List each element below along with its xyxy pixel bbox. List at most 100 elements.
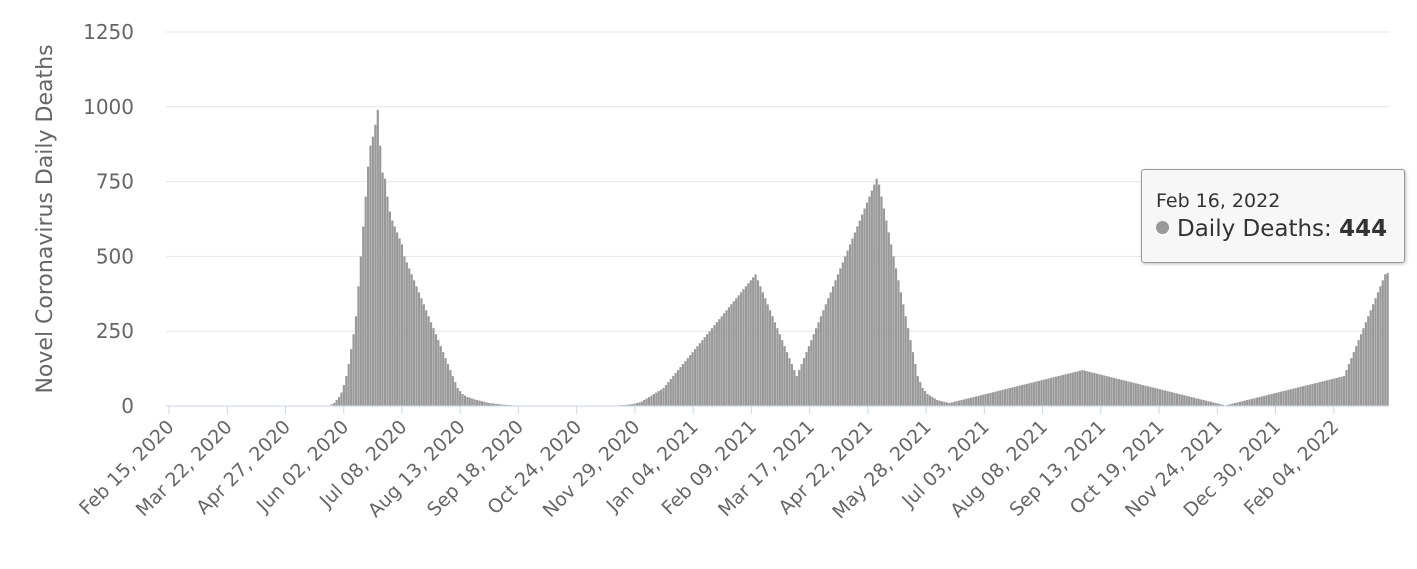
bar[interactable] xyxy=(785,352,789,406)
bar[interactable] xyxy=(626,404,629,406)
bar[interactable] xyxy=(778,334,781,406)
bar[interactable] xyxy=(1287,389,1290,406)
bar[interactable] xyxy=(1137,383,1140,406)
bar[interactable] xyxy=(410,274,413,406)
bar[interactable] xyxy=(1054,376,1057,406)
bar[interactable] xyxy=(1008,388,1011,406)
bar[interactable] xyxy=(1120,379,1123,406)
bar[interactable] xyxy=(752,277,755,406)
bar[interactable] xyxy=(914,364,917,406)
bar[interactable] xyxy=(1234,403,1237,406)
bar[interactable] xyxy=(894,268,898,406)
bar[interactable] xyxy=(856,226,859,406)
bar[interactable] xyxy=(1241,401,1244,406)
bar[interactable] xyxy=(868,196,871,406)
bar[interactable] xyxy=(1146,386,1149,406)
bar[interactable] xyxy=(1006,388,1009,406)
bar[interactable] xyxy=(1161,389,1164,406)
bar[interactable] xyxy=(999,390,1002,406)
bar[interactable] xyxy=(1280,391,1283,406)
bar[interactable] xyxy=(1367,316,1370,406)
bar[interactable] xyxy=(776,328,779,406)
bar[interactable] xyxy=(415,286,418,406)
bar[interactable] xyxy=(744,286,747,406)
bar[interactable] xyxy=(1042,379,1045,406)
bar[interactable] xyxy=(425,310,428,406)
bar[interactable] xyxy=(1192,397,1196,406)
bar[interactable] xyxy=(1074,371,1077,406)
bar[interactable] xyxy=(865,202,869,406)
bar[interactable] xyxy=(640,401,643,406)
bar[interactable] xyxy=(1345,370,1348,406)
bar[interactable] xyxy=(1103,375,1106,406)
bar[interactable] xyxy=(970,397,973,406)
bar[interactable] xyxy=(1359,334,1363,406)
bar[interactable] xyxy=(737,295,740,406)
bar[interactable] xyxy=(398,238,401,406)
bar[interactable] xyxy=(1374,298,1377,406)
bar[interactable] xyxy=(948,403,951,406)
bar[interactable] xyxy=(655,392,658,406)
bar[interactable] xyxy=(1071,372,1074,406)
bar[interactable] xyxy=(1091,372,1094,406)
bar[interactable] xyxy=(698,343,701,406)
bar[interactable] xyxy=(897,280,900,406)
bar[interactable] xyxy=(1272,393,1275,406)
bar[interactable] xyxy=(909,340,912,406)
bar[interactable] xyxy=(446,364,450,406)
bar[interactable] xyxy=(1219,404,1222,406)
bar[interactable] xyxy=(403,256,406,406)
bar[interactable] xyxy=(647,397,651,406)
bar[interactable] xyxy=(710,328,714,406)
bar[interactable] xyxy=(376,109,379,406)
bar[interactable] xyxy=(347,364,350,406)
bar[interactable] xyxy=(633,403,636,406)
bar[interactable] xyxy=(1134,383,1137,406)
bar[interactable] xyxy=(885,220,888,407)
bar[interactable] xyxy=(841,262,844,406)
bar[interactable] xyxy=(1338,377,1341,406)
bar[interactable] xyxy=(1185,395,1188,406)
bar[interactable] xyxy=(1132,382,1135,406)
bar[interactable] xyxy=(696,346,699,406)
bar[interactable] xyxy=(354,316,358,406)
bar[interactable] xyxy=(444,358,447,406)
bar[interactable] xyxy=(735,298,738,406)
bar[interactable] xyxy=(1166,391,1169,406)
bar[interactable] xyxy=(1112,377,1116,406)
bar[interactable] xyxy=(839,268,842,406)
bar[interactable] xyxy=(1212,402,1215,406)
bar[interactable] xyxy=(962,399,965,406)
bar[interactable] xyxy=(742,289,745,406)
bar[interactable] xyxy=(882,208,886,406)
bar[interactable] xyxy=(1309,384,1312,406)
bar[interactable] xyxy=(783,346,786,406)
bar[interactable] xyxy=(638,402,641,406)
bar[interactable] xyxy=(1110,377,1113,406)
bar[interactable] xyxy=(1013,386,1016,406)
bar[interactable] xyxy=(817,322,820,406)
bar[interactable] xyxy=(628,404,631,407)
bar[interactable] xyxy=(645,398,648,406)
bar[interactable] xyxy=(844,256,847,406)
bar[interactable] xyxy=(747,283,750,406)
bar[interactable] xyxy=(1202,400,1205,406)
bar[interactable] xyxy=(1098,374,1101,406)
bar[interactable] xyxy=(834,280,837,406)
bar[interactable] xyxy=(679,367,682,406)
bar[interactable] xyxy=(965,398,968,406)
bar[interactable] xyxy=(1144,385,1147,406)
bar[interactable] xyxy=(798,370,801,406)
bar[interactable] xyxy=(1296,387,1300,406)
bar[interactable] xyxy=(1236,402,1239,406)
bar[interactable] xyxy=(1362,328,1365,406)
bar[interactable] xyxy=(822,310,825,406)
bar[interactable] xyxy=(972,397,975,406)
bar[interactable] xyxy=(781,340,784,406)
bar[interactable] xyxy=(461,394,464,406)
bar[interactable] xyxy=(1156,388,1159,406)
bar[interactable] xyxy=(1313,383,1317,406)
bar[interactable] xyxy=(1093,373,1096,406)
bar[interactable] xyxy=(723,313,726,406)
bar[interactable] xyxy=(1204,400,1208,406)
